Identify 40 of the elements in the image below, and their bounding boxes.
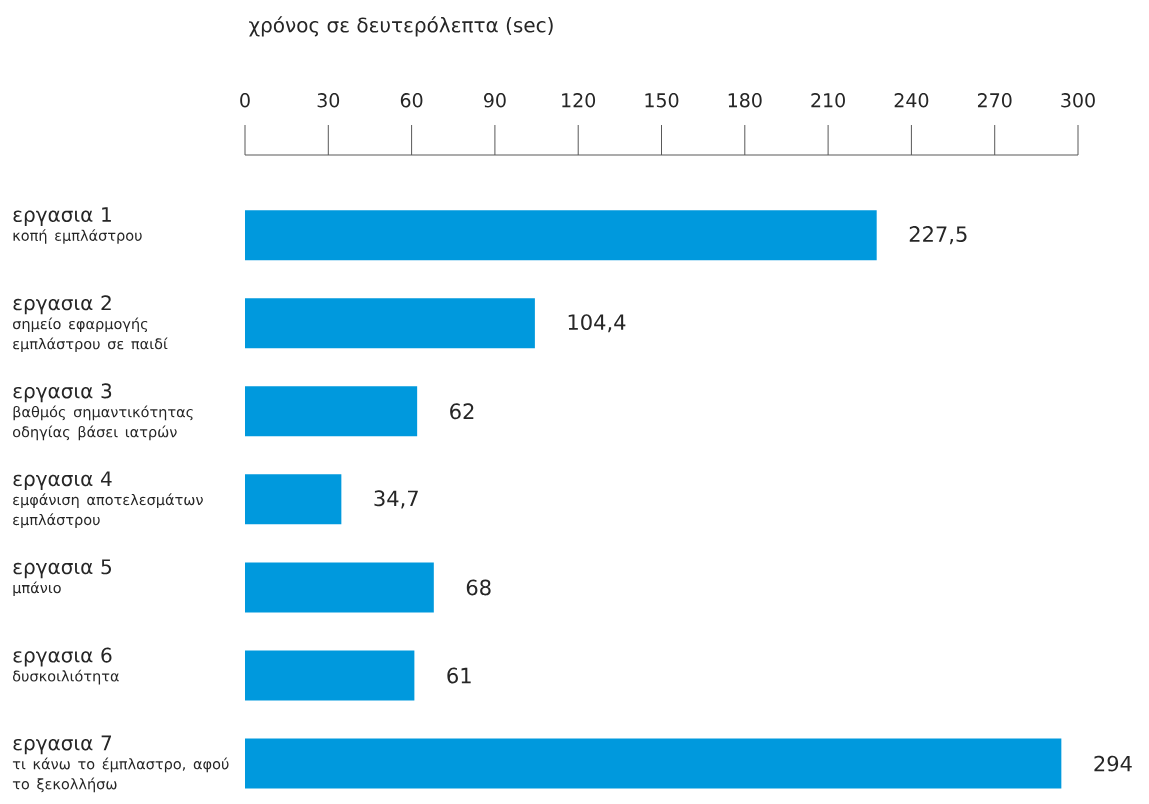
x-tick-label: 300 — [1061, 93, 1095, 108]
text: μπάνιο — [13, 581, 61, 597]
data-label: 62 — [450, 403, 474, 420]
y-tick-label: εργασια 1 — [13, 207, 111, 226]
data-label: 34,7 — [374, 490, 418, 509]
x-tick-label: 30 — [317, 93, 340, 108]
y-tick-label: εργασια 4 — [13, 471, 112, 491]
x-tick-label: 60 — [400, 93, 423, 108]
bar — [245, 298, 535, 349]
y-tick-label: εργασια 2 — [13, 295, 111, 315]
x-tick-label: 210 — [811, 93, 845, 108]
bar — [245, 386, 418, 437]
text: δυσκοιλιότητα — [13, 669, 119, 685]
x-tick-label: 180 — [728, 93, 762, 108]
y-tick-label: εργασια 3 — [13, 383, 112, 403]
data-label: 68 — [466, 579, 491, 596]
y-tick-label: εργασια 7 — [13, 735, 112, 755]
bar — [245, 650, 415, 701]
data-label: 104,4 — [568, 314, 626, 333]
bar — [245, 210, 877, 261]
bar — [245, 738, 1062, 789]
x-tick-label: 90 — [484, 93, 506, 108]
data-label: 294 — [1094, 755, 1132, 772]
y-tick-label: εργασια 5 — [13, 559, 111, 579]
x-tick-label: 270 — [977, 93, 1012, 108]
text: βαθμός σημαντικότητας οδηγίας βάσει ιατρών — [13, 405, 193, 441]
data-label: 61 — [447, 667, 471, 684]
text: σημείο εφαρμογής εμπλάστρου σε παιδί — [13, 317, 168, 353]
x-tick-label: 150 — [645, 93, 679, 108]
x-tick-label: 0 — [240, 93, 250, 108]
x-tick-label: 120 — [562, 93, 596, 108]
y-tick-label: εργασια 6 — [13, 647, 112, 667]
data-label: 227,5 — [909, 226, 967, 245]
text: κοπή εμπλάστρου — [13, 229, 142, 244]
bar — [245, 474, 342, 525]
text: τι κάνω το έμπλαστρο, αφού το ξεκολλήσω — [12, 757, 229, 793]
x-tick-label: 240 — [894, 93, 929, 108]
text: εμφάνιση αποτελεσμάτων εμπλάστρου — [13, 493, 203, 528]
bar — [245, 562, 434, 613]
x-axis-title: χρόνος σε δευτερόλεπτα (sec) — [249, 16, 553, 37]
